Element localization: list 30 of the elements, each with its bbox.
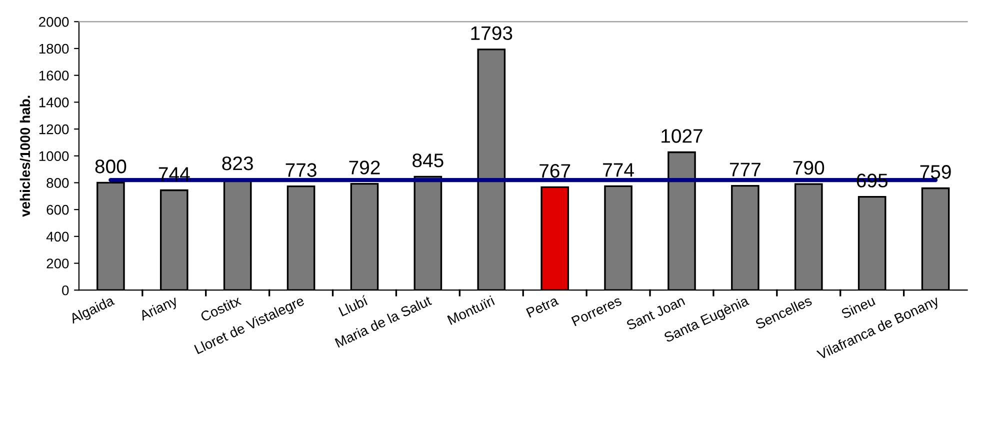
data-label: 1027 (662, 129, 702, 143)
y-axis-title: vehicles/1000 hab. (20, 96, 30, 217)
y-tick-label: 1000 (39, 151, 69, 162)
data-label: 845 (412, 154, 444, 168)
data-label: 744 (158, 167, 190, 181)
y-tick-label: 800 (46, 178, 69, 188)
y-tick-label: 2000 (39, 16, 69, 27)
y-tick-label: 1200 (39, 124, 69, 134)
y-tick-label: 400 (46, 232, 69, 242)
data-label: 792 (349, 160, 380, 174)
data-label: 759 (920, 165, 951, 179)
y-tick-label: 600 (46, 204, 69, 215)
data-label: 774 (603, 163, 634, 177)
data-label: 767 (540, 164, 570, 178)
data-label: 1793 (471, 26, 512, 40)
y-tick-label: 1800 (39, 44, 69, 54)
data-label: 790 (793, 160, 824, 175)
x-tick-label: Llubí (338, 294, 369, 316)
x-tick-label: Ariany (138, 294, 180, 324)
y-tick-label: 200 (46, 258, 69, 268)
x-tick-label: Costitx (200, 295, 242, 322)
x-tick-label: Petra (526, 295, 560, 318)
data-label: 823 (222, 156, 253, 170)
y-tick-label: 1600 (39, 70, 69, 81)
x-tick-label: Sineu (840, 295, 876, 319)
data-label: 800 (95, 160, 126, 174)
y-tick-label: 0 (62, 285, 69, 296)
data-label: 773 (286, 163, 316, 177)
data-label: 777 (730, 162, 760, 176)
y-tick-label: 1400 (39, 98, 69, 108)
